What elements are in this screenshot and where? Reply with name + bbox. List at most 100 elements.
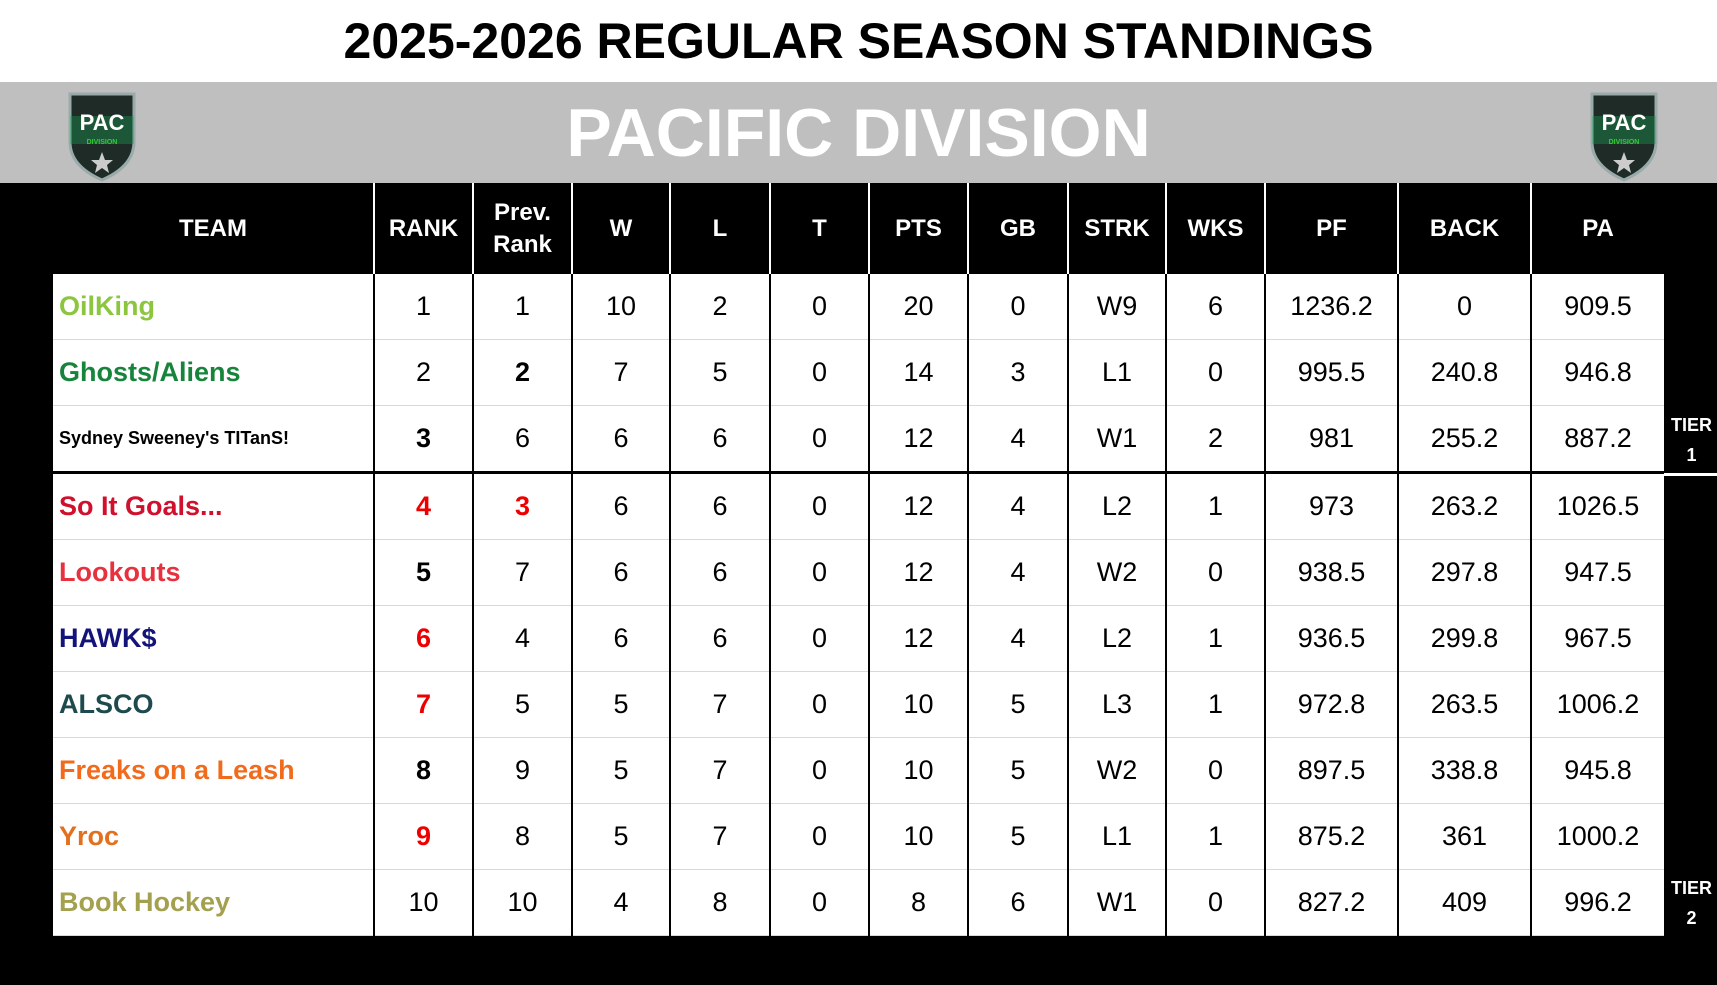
team-row: Book Hockey 10 10 4 8 0 8 6 W1 0 827.2 409 996.2: [53, 869, 1664, 936]
stat-cell: 0: [1397, 274, 1531, 340]
stat-cell: 7: [669, 803, 770, 870]
team-name: Freaks on a Leash: [53, 737, 374, 804]
stat-cell: 10: [571, 274, 670, 340]
stat-cell: 936.5: [1264, 605, 1398, 672]
column-header: Prev. Rank: [472, 183, 572, 274]
stat-cell: W2: [1067, 539, 1166, 606]
logo: PAC DIVISION: [1590, 92, 1658, 182]
logo-text: PAC: [1602, 110, 1647, 135]
stat-cell: 0: [769, 605, 869, 672]
team-name: Ghosts/Aliens: [53, 339, 374, 406]
stat-cell: 12: [868, 472, 968, 540]
stat-cell: 0: [769, 539, 869, 606]
stat-cell: 7: [669, 737, 770, 804]
stat-cell: 9: [373, 803, 473, 870]
stat-cell: 0: [769, 339, 869, 406]
column-header: TEAM: [53, 183, 374, 274]
header-row: TEAM RANK Prev. Rank W L T PTS GB STRK WKS PF BACK P…: [53, 183, 1664, 274]
stat-cell: 5: [571, 803, 670, 870]
stat-cell: 0: [967, 274, 1068, 340]
stat-cell: 8: [868, 869, 968, 936]
stat-cell: 7: [669, 671, 770, 738]
stat-cell: 7: [571, 339, 670, 406]
stat-cell: 4: [472, 605, 572, 672]
stat-cell: 6: [571, 472, 670, 540]
team-name: HAWK$: [53, 605, 374, 672]
stat-cell: 0: [1165, 339, 1265, 406]
stat-cell: 6: [669, 605, 770, 672]
stat-cell: 2: [472, 339, 572, 406]
team-name: Book Hockey: [53, 869, 374, 936]
team-name: OilKing: [53, 274, 374, 340]
team-row: OilKing 1 1 10 2 0 20 0 W9 6 1236.2 0 909.5: [53, 274, 1664, 340]
stat-cell: 0: [1165, 539, 1265, 606]
stat-cell: 4: [967, 539, 1068, 606]
stat-cell: 361: [1397, 803, 1531, 870]
tier-label: TIER 2: [1666, 873, 1717, 933]
stat-cell: 5: [373, 539, 473, 606]
team-row: Ghosts/Aliens 2 2 7 5 0 14 3 L1 0 995.5 240.8 946.8: [53, 339, 1664, 406]
division-title: PACIFIC DIVISION: [0, 82, 1717, 183]
title: 2025-2026 REGULAR SEASON STANDINGS: [0, 0, 1717, 82]
stat-cell: 3: [373, 405, 473, 474]
stat-cell: 973: [1264, 472, 1398, 540]
stat-cell: 10: [868, 803, 968, 870]
stat-cell: 10: [868, 737, 968, 804]
stat-cell: 20: [868, 274, 968, 340]
stat-cell: 338.8: [1397, 737, 1531, 804]
logo-text: PAC: [80, 110, 125, 135]
stat-cell: 946.8: [1530, 339, 1664, 406]
stat-cell: 6: [571, 605, 670, 672]
stat-cell: 875.2: [1264, 803, 1398, 870]
stat-cell: 4: [967, 472, 1068, 540]
stat-cell: 5: [571, 671, 670, 738]
column-header: RANK: [373, 183, 473, 274]
column-header: GB: [967, 183, 1068, 274]
stat-cell: 5: [967, 737, 1068, 804]
stat-cell: 5: [967, 671, 1068, 738]
stat-cell: 263.5: [1397, 671, 1531, 738]
stat-cell: L1: [1067, 803, 1166, 870]
team-row: ALSCO 7 5 5 7 0 10 5 L3 1 972.8 263.5 1006.2: [53, 671, 1664, 738]
stat-cell: 1236.2: [1264, 274, 1398, 340]
stat-cell: 4: [571, 869, 670, 936]
stat-cell: W1: [1067, 869, 1166, 936]
stat-cell: 996.2: [1530, 869, 1664, 936]
stat-cell: 887.2: [1530, 405, 1664, 474]
stat-cell: 6: [669, 405, 770, 474]
stat-cell: 5: [571, 737, 670, 804]
stat-cell: 8: [472, 803, 572, 870]
logo-subtext: DIVISION: [87, 139, 118, 146]
stat-cell: 3: [967, 339, 1068, 406]
stat-cell: 7: [373, 671, 473, 738]
stat-cell: 0: [1165, 737, 1265, 804]
stat-cell: 967.5: [1530, 605, 1664, 672]
standings-table: TEAM RANK Prev. Rank W L T PTS GB STRK WKS PF BACK P…: [53, 183, 1664, 936]
column-header: PA: [1530, 183, 1664, 274]
stat-cell: 1: [373, 274, 473, 340]
stat-cell: 2: [373, 339, 473, 406]
stat-cell: 263.2: [1397, 472, 1531, 540]
column-header: PTS: [868, 183, 968, 274]
stat-cell: 897.5: [1264, 737, 1398, 804]
stat-cell: 938.5: [1264, 539, 1398, 606]
stat-cell: 10: [373, 869, 473, 936]
stat-cell: 7: [472, 539, 572, 606]
tier-number: 1: [1686, 445, 1697, 465]
stat-cell: 3: [472, 472, 572, 540]
stat-cell: 1: [1165, 671, 1265, 738]
stat-cell: 947.5: [1530, 539, 1664, 606]
column-header: BACK: [1397, 183, 1531, 274]
stat-cell: 6: [571, 539, 670, 606]
team-row: HAWK$ 6 4 6 6 0 12 4 L2 1 936.5 299.8 967.5: [53, 605, 1664, 672]
stat-cell: L3: [1067, 671, 1166, 738]
stat-cell: 255.2: [1397, 405, 1531, 474]
stat-cell: 1006.2: [1530, 671, 1664, 738]
team-row: Lookouts 5 7 6 6 0 12 4 W2 0 938.5 297.8 947.5: [53, 539, 1664, 606]
stat-cell: 0: [769, 803, 869, 870]
stat-cell: 12: [868, 405, 968, 474]
stat-cell: 972.8: [1264, 671, 1398, 738]
stat-cell: 4: [967, 605, 1068, 672]
stat-cell: 0: [769, 869, 869, 936]
